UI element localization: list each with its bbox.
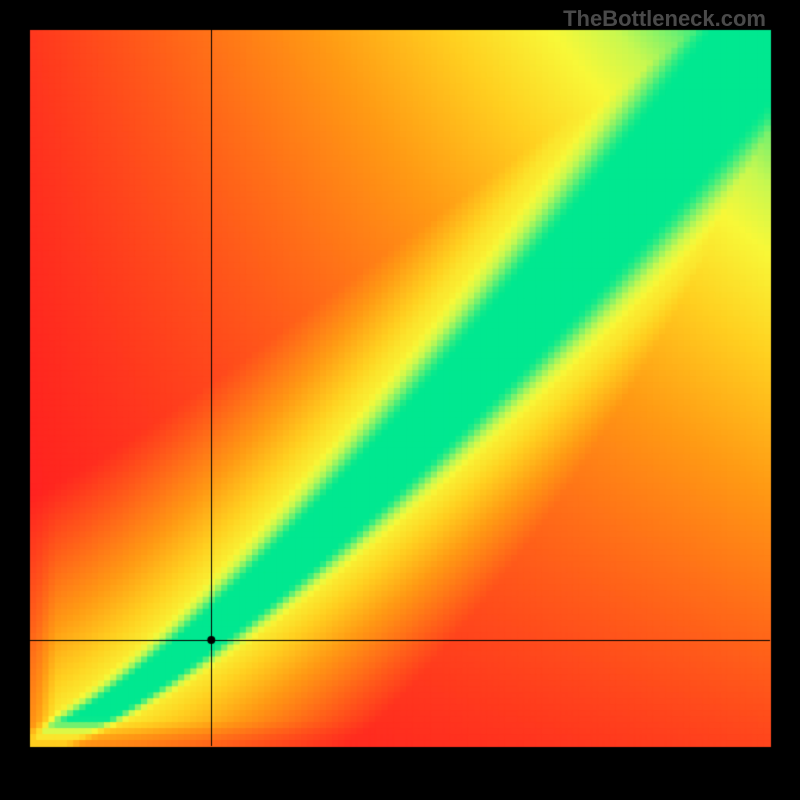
watermark-text: TheBottleneck.com	[563, 6, 766, 32]
chart-container: TheBottleneck.com	[0, 0, 800, 800]
bottleneck-heatmap	[0, 0, 800, 800]
